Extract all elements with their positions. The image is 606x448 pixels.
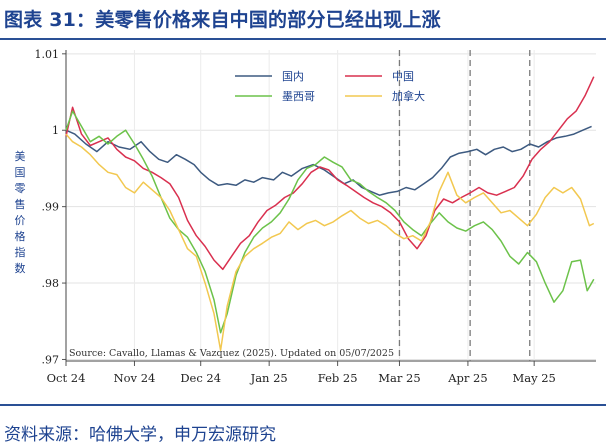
legend-label: 加拿大 [392, 89, 425, 103]
x-tick-label: Nov 24 [114, 371, 156, 385]
chart-annotation: Source: Cavallo, Llamas & Vazquez (2025)… [69, 348, 394, 359]
series-line-中国 [65, 76, 595, 271]
x-tick-label: Jan 25 [250, 371, 288, 385]
source-bar: 资料来源：哈佛大学，申万宏源研究 [0, 404, 606, 448]
line-chart: .97 .98 .99 1 1.01 Oct 24 Nov 24 Dec 24 Jan 25 Fe… [15, 48, 596, 385]
y-axis-label-char: 美 [15, 150, 26, 163]
x-tick-label: Apr 25 [447, 371, 487, 385]
chart-container: .97 .98 .99 1 1.01 Oct 24 Nov 24 Dec 24 Jan 25 Fe… [0, 42, 606, 404]
x-tick-label: Dec 24 [180, 371, 221, 385]
y-axis-label-char: 价 [15, 214, 26, 227]
title-bar: 图表 31：美零售价格来自中国的部分已经出现上涨 [0, 0, 606, 40]
x-tick-label: Mar 25 [378, 371, 420, 385]
series-line-墨西哥 [65, 110, 595, 334]
y-tick-label: .99 [42, 201, 60, 214]
y-axis-label-char: 数 [15, 262, 26, 275]
page-title: 图表 31：美零售价格来自中国的部分已经出现上涨 [4, 9, 441, 31]
legend-label: 墨西哥 [282, 90, 315, 103]
y-axis-label-char: 国 [15, 166, 26, 179]
y-axis-label-char: 指 [15, 245, 26, 259]
y-axis-label-char: 格 [15, 229, 26, 243]
x-tick-label: May 25 [512, 371, 555, 385]
x-tick-label: Feb 25 [318, 371, 358, 385]
y-tick-label: .98 [42, 277, 60, 290]
y-axis-label-char: 售 [15, 197, 26, 211]
legend-label: 中国 [392, 70, 414, 83]
y-tick-label: .97 [42, 353, 60, 366]
y-tick-label: 1 [52, 124, 59, 137]
legend-label: 国内 [282, 69, 304, 83]
x-tick-label: Oct 24 [47, 371, 86, 385]
y-axis-label-char: 零 [15, 182, 26, 195]
series-line-加拿大 [65, 133, 595, 352]
y-tick-label: 1.01 [35, 48, 60, 61]
source-note: 资料来源：哈佛大学，申万宏源研究 [4, 425, 276, 445]
